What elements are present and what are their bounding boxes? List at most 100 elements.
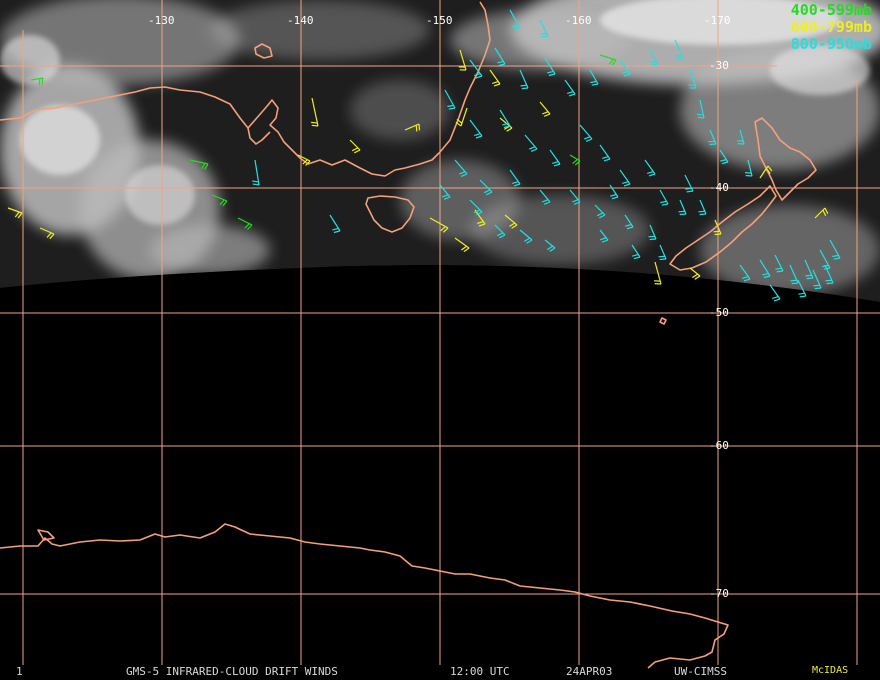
wind-barb [544,57,556,77]
wind-barb [689,267,701,280]
wind-barb [644,159,656,177]
wind-barb [619,59,631,77]
mcidas-logo: McIDAS [812,665,849,676]
coast-antarctica [0,523,729,669]
wind-barb [774,254,784,273]
wind-barb [211,194,228,207]
wind-barb [297,154,311,166]
coast-nz-north [754,117,817,201]
data-source: UW-CIMSS [674,665,727,678]
legend-400-599mb: 400-599mb [790,1,872,19]
cloud-detail [0,0,870,225]
wind-barb [569,189,581,205]
wind-barb [653,261,662,285]
wind-barb [688,69,697,89]
lat-label-60: -60 [709,439,729,452]
lat-label-30: -30 [709,59,729,72]
legend-800-950mb: 800-950mb [790,35,872,53]
wind-barb [444,89,456,110]
wind-barbs-600-799mb [7,49,829,285]
lat-label-50: -50 [709,306,729,319]
wind-barb [678,199,687,216]
wind-barb [619,169,631,187]
wind-barb [759,259,771,279]
wind-barbs-400-599mb [30,54,617,230]
wind-barb [539,189,551,205]
wind-barb [30,77,44,85]
wind-barb [519,69,529,90]
wind-barb [698,199,707,216]
wind-barb [524,134,538,152]
wind-barb [489,69,501,87]
wind-barb [631,244,641,260]
wind-barb [549,149,561,167]
wind-barb [599,144,611,162]
wind-barb [494,47,506,67]
wind-barb [469,119,483,139]
wind-barb [649,49,659,66]
wind-barb [469,59,483,79]
wind-barb [674,39,684,60]
valid-date: 24APR03 [566,665,613,678]
wind-barb [539,101,551,117]
wind-barb [579,124,593,142]
valid-time: 12:00 UTC [450,665,510,678]
wind-barb [789,264,799,285]
coast-antarctic-cape [37,529,55,541]
wind-barb [454,159,468,177]
wind-barb [659,189,669,206]
lon-label-140: -140 [287,14,314,27]
wind-barb [455,107,468,127]
lon-label-150: -150 [426,14,453,27]
wind-barb [479,179,493,196]
wind-barb [439,184,451,200]
wind-barb [736,129,745,145]
wind-barb [739,264,751,282]
wind-barb [744,159,753,177]
wind-barb [589,69,599,86]
wind-barb [454,237,470,253]
coast-nz-south [669,185,777,271]
wind-barb [311,97,319,127]
product-title: GMS-5 INFRARED-CLOUD DRIFT WINDS [126,665,338,678]
satellite-imagery [0,0,880,302]
lon-label-170: -170 [704,14,731,27]
wind-barb [804,259,814,280]
wind-barb [814,207,829,219]
wind-barb [769,284,781,302]
coast-stewart-island [659,317,667,325]
wind-barb [624,214,634,230]
wind-barbs-800-950mb [252,9,841,302]
wind-barb [329,214,341,234]
frame-number: 1 [16,665,23,678]
wind-barb [648,224,657,241]
lon-label-160: -160 [565,14,592,27]
wind-barb [829,239,841,260]
lat-label-70: -70 [709,587,729,600]
wind-barb [759,165,773,179]
coast-gulf-inlet [247,127,271,145]
wind-barb [349,139,361,154]
wind-barb [812,269,822,290]
wind-barb [564,79,576,97]
wind-barb [509,9,521,30]
lon-label-130: -130 [148,14,175,27]
wind-barb [189,159,209,170]
wind-barb [599,54,617,66]
wind-barb [569,154,581,166]
wind-barb [797,279,807,298]
wind-barb [719,149,729,165]
wind-barb [39,227,55,240]
wind-barb [499,109,511,129]
wind-barb [713,219,722,236]
wind-barb [658,244,667,261]
wind-barb [697,99,705,119]
wind-barb [519,229,533,244]
wind-barb [609,184,619,200]
lat-label-40: -40 [709,181,729,194]
wind-barb [494,224,506,239]
wind-barb [544,239,556,252]
wind-barb [474,209,486,227]
